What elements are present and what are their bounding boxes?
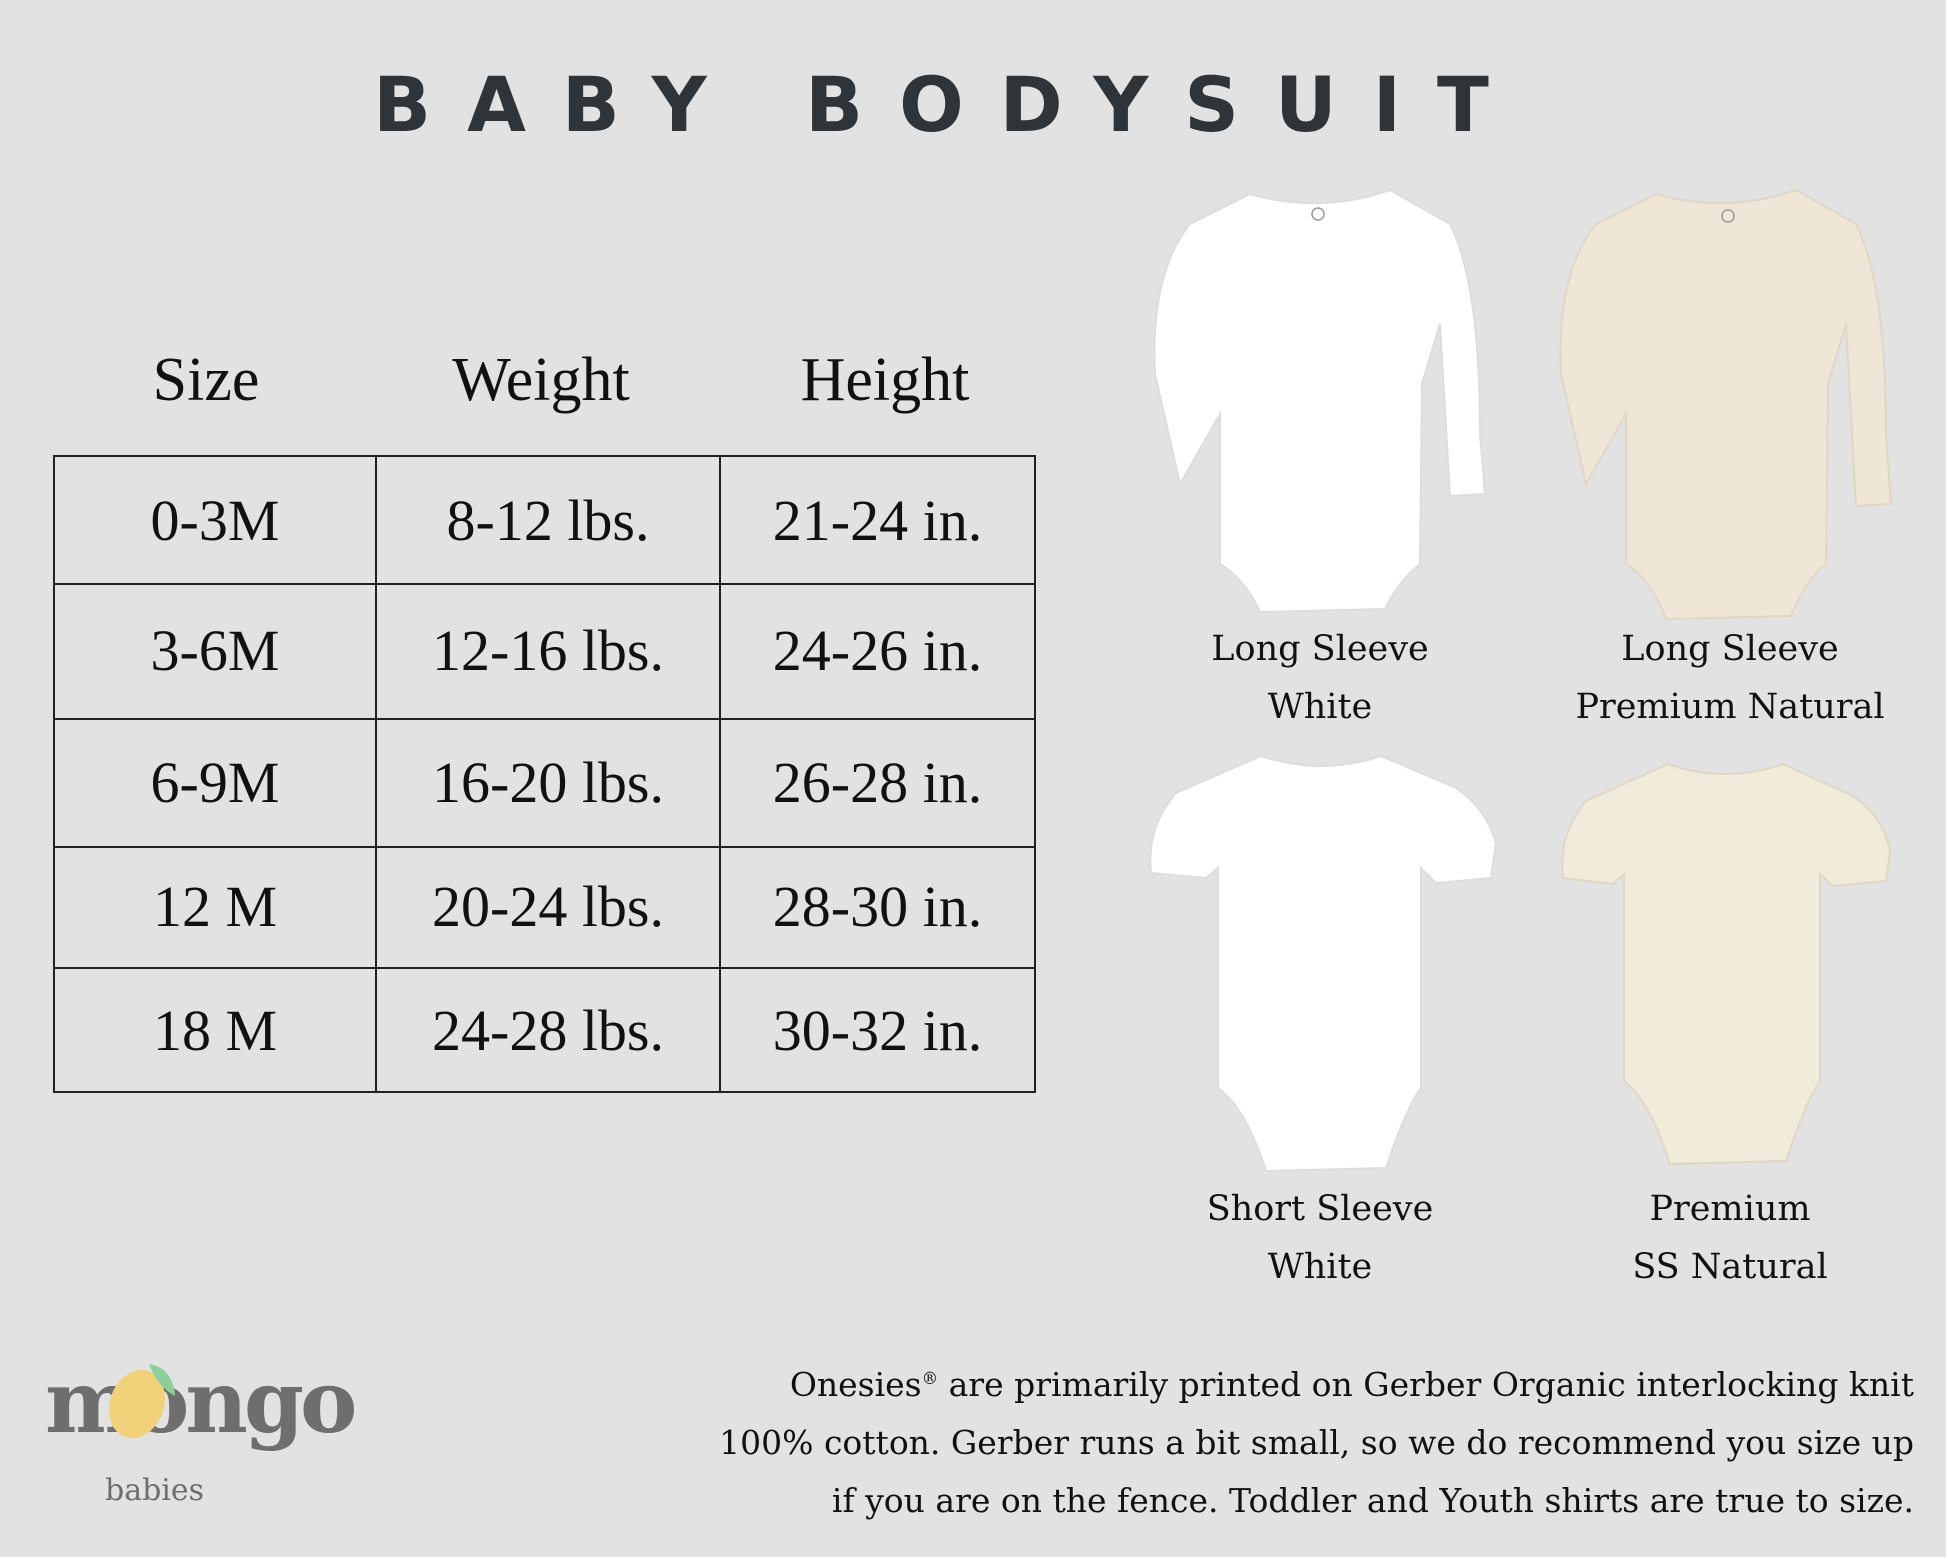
- table-row: 0-3M 8-12 lbs. 21-24 in.: [55, 457, 1034, 585]
- height-cell: 28-30 in.: [772, 874, 983, 939]
- note-line-1: Onesies® are primarily printed on Gerber…: [719, 1350, 1914, 1414]
- height-cell: 21-24 in.: [772, 487, 983, 553]
- short-sleeve-natural-image: [1561, 762, 1892, 1166]
- page-title: BABY BODYSUIT: [373, 60, 1525, 149]
- product-label-short-sleeve-white: Short Sleeve White: [1130, 1180, 1510, 1296]
- table-row: 6-9M 16-20 lbs. 26-28 in.: [55, 718, 1034, 848]
- size-cell: 6-9M: [55, 718, 377, 846]
- height-cell: 30-32 in.: [772, 997, 983, 1063]
- long-sleeve-natural-image: [1559, 188, 1893, 621]
- product-label-long-sleeve-natural: Long Sleeve Premium Natural: [1540, 620, 1920, 736]
- table-row: 12 M 20-24 lbs. 28-30 in.: [55, 846, 1034, 969]
- product-label-line: Premium: [1649, 1189, 1811, 1229]
- weight-cell: 24-28 lbs.: [377, 967, 721, 1093]
- sizing-note: Onesies® are primarily printed on Gerber…: [719, 1350, 1914, 1530]
- logo-subtitle: babies: [105, 1473, 204, 1508]
- product-label-line: White: [1267, 687, 1373, 727]
- table-row: 18 M 24-28 lbs. 30-32 in.: [55, 967, 1034, 1093]
- size-cell: 18 M: [55, 967, 377, 1093]
- size-cell: 3-6M: [55, 583, 377, 718]
- note-text: are primarily printed on Gerber Organic …: [938, 1365, 1914, 1404]
- registered-mark: ®: [921, 1369, 939, 1388]
- product-label-short-sleeve-natural: Premium SS Natural: [1540, 1180, 1920, 1296]
- size-table: 0-3M 8-12 lbs. 21-24 in. 3-6M 12-16 lbs.…: [53, 455, 1036, 1093]
- weight-cell: 12-16 lbs.: [377, 583, 721, 718]
- header-size: Size: [152, 346, 260, 414]
- weight-cell: 20-24 lbs.: [377, 846, 721, 967]
- header-height: Height: [800, 346, 970, 414]
- height-cell: 24-26 in.: [772, 618, 983, 683]
- weight-cell: 16-20 lbs.: [377, 718, 721, 846]
- note-brand: Onesies: [789, 1365, 922, 1404]
- size-cell: 0-3M: [55, 457, 377, 583]
- product-label-line: White: [1267, 1247, 1373, 1287]
- logo-wordmark: mongo: [45, 1352, 354, 1453]
- note-line-2: 100% cotton. Gerber runs a bit small, so…: [719, 1423, 1914, 1462]
- product-label-line: Short Sleeve: [1206, 1189, 1434, 1229]
- short-sleeve-white-image: [1149, 754, 1498, 1173]
- product-label-long-sleeve-white: Long Sleeve White: [1130, 620, 1510, 736]
- header-weight: Weight: [452, 346, 630, 414]
- table-row: 3-6M 12-16 lbs. 24-26 in.: [55, 583, 1034, 720]
- long-sleeve-white-image: [1153, 188, 1487, 614]
- height-cell: 26-28 in.: [772, 749, 983, 815]
- note-line-3: if you are on the fence. Toddler and You…: [831, 1481, 1914, 1520]
- product-label-line: SS Natural: [1632, 1247, 1828, 1287]
- product-label-line: Long Sleeve: [1621, 629, 1839, 669]
- weight-cell: 8-12 lbs.: [377, 457, 721, 583]
- product-label-line: Premium Natural: [1575, 687, 1885, 727]
- size-cell: 12 M: [55, 846, 377, 967]
- mongo-babies-logo: mongo babies: [45, 1352, 358, 1508]
- product-label-line: Long Sleeve: [1211, 629, 1429, 669]
